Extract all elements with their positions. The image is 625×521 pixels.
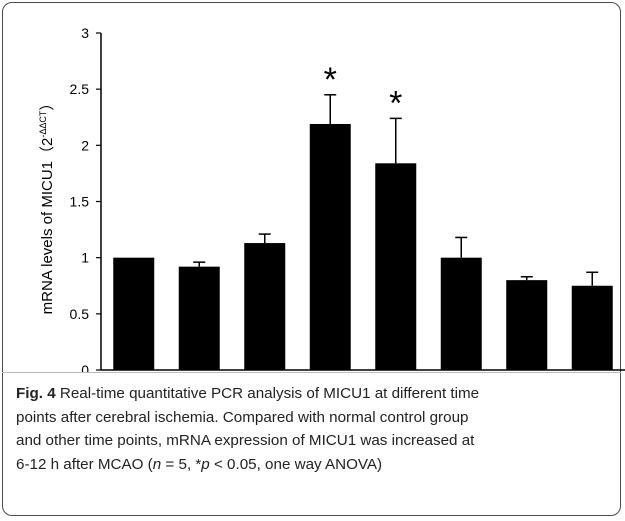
caption-divider [2,372,621,373]
bar [113,257,155,370]
bar [309,123,351,371]
caption-line-2: points after cerebral ischemia. Compared… [16,408,469,426]
figure-caption: Fig. 4 Real-time quantitative PCR analys… [16,382,612,476]
caption-line-4: 6-12 h after MCAO (n = 5, *p < 0.05, one… [16,455,383,473]
bar [178,266,220,370]
y-tick-label: 1 [81,250,89,266]
y-axis: 0 0.5 1 1.5 2 2.5 3 [70,25,102,372]
y-tick-label: 1.5 [70,194,90,210]
x-axis: controlsham3h6h12h24h48h72h [101,369,625,371]
figure-label: Fig. 4 [16,385,56,402]
y-axis-label-superscript: -ΔΔCT [38,110,48,138]
caption-line-3: and other time points, mRNA expression o… [16,432,475,449]
significance-marker: * [324,61,337,99]
y-tick-label: 0 [81,362,89,372]
y-tick-label: 2.5 [70,81,90,97]
caption-line-1: Fig. 4 Real-time quantitative PCR analys… [16,385,480,402]
bar-chart: 00.511.522.53 ** controlsham3h6h12h24h48… [38,25,625,372]
bar [440,257,482,370]
bar [571,285,613,370]
bar [375,163,417,370]
y-tick-label: 3 [81,25,89,41]
y-axis-label: mRNA levels of MICU1（2-ΔΔCT） [38,96,56,315]
bar [244,243,286,370]
significance-marker: * [389,84,402,122]
y-axis-label-main: mRNA levels of MICU1（2 [39,138,56,315]
bar [506,280,548,370]
y-axis-label-close: ） [39,96,56,111]
bars: ** [113,61,613,371]
y-tick-label: 2 [81,137,89,153]
y-tick-label: 0.5 [70,306,90,322]
